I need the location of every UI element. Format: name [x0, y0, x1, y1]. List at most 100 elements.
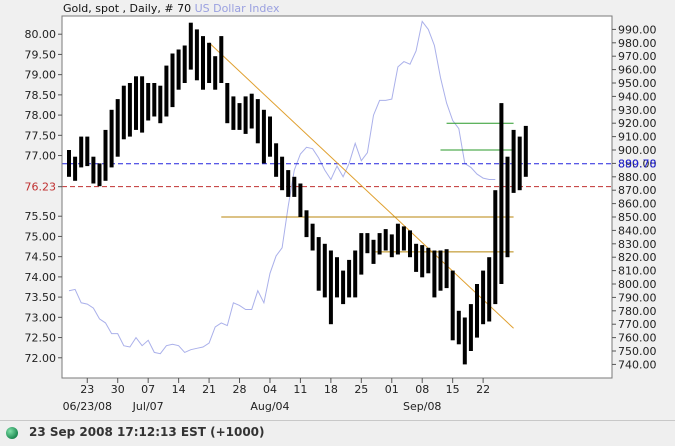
price-bar	[201, 36, 205, 90]
status-bar: 23 Sep 2008 17:12:13 EST (+1000)	[0, 420, 675, 446]
plot-content	[62, 20, 612, 365]
x-axis-month-label: Jul/07	[132, 400, 164, 413]
price-bar	[292, 176, 297, 197]
price-bar	[316, 237, 321, 291]
x-axis-day-label: 07	[141, 383, 155, 396]
right-axis-label: 820.00	[618, 251, 657, 264]
x-axis-month-label: 06/23/08	[63, 400, 112, 413]
price-bar	[158, 85, 163, 124]
price-bar	[499, 103, 504, 284]
left-axis-label: 80.00	[25, 28, 57, 41]
price-bar	[493, 190, 498, 305]
price-bar	[182, 45, 187, 83]
x-axis-day-label: 11	[293, 383, 307, 396]
right-axis-label: 940.00	[618, 90, 657, 103]
price-bar	[328, 250, 333, 325]
price-bar	[286, 170, 291, 197]
right-axis-label: 810.00	[618, 265, 657, 278]
left-axis-label: 79.50	[25, 48, 57, 61]
price-bar	[353, 250, 358, 298]
price-bar	[280, 156, 285, 191]
price-bar	[511, 129, 516, 193]
x-axis-day-label: 15	[446, 383, 460, 396]
left-axis-label: 79.00	[25, 69, 57, 82]
price-bar	[255, 99, 260, 144]
price-bar	[176, 49, 181, 90]
series-line-dollar-index	[68, 20, 496, 355]
x-axis-day-label: 14	[172, 383, 186, 396]
price-bar	[243, 96, 248, 134]
left-axis-label: 74.00	[25, 271, 57, 284]
chart-area[interactable]: 72.00 72.50 73.00 73.50 74.00 74.50 75.00 75.50…	[0, 0, 675, 420]
right-axis-label: 980.00	[618, 37, 657, 50]
left-axis-label: 76.23	[25, 181, 57, 194]
left-axis-label: 72.00	[25, 352, 57, 365]
price-bar	[268, 116, 272, 157]
right-axis-label: 780.00	[618, 305, 657, 318]
right-axis-label: 890.00	[618, 157, 657, 170]
right-axis-label: 750.00	[618, 345, 657, 358]
price-bar	[67, 150, 71, 177]
price-bar	[73, 156, 78, 181]
price-bar	[298, 183, 303, 217]
x-axis-day-label: 18	[324, 383, 338, 396]
x-axis-day-label: 21	[202, 383, 216, 396]
price-bar	[389, 234, 394, 258]
connection-status-icon	[6, 427, 18, 439]
left-axis-label: 73.50	[25, 291, 57, 304]
price-bar	[225, 83, 230, 124]
x-axis-day-label: 25	[354, 383, 368, 396]
left-axis-label: 73.00	[25, 311, 57, 324]
right-axis-label: 910.00	[618, 131, 657, 144]
price-bar	[347, 259, 352, 298]
price-bar	[164, 65, 169, 117]
price-bar	[274, 143, 279, 177]
right-axis-current-value: 889.78	[618, 158, 657, 171]
price-bar	[207, 42, 212, 83]
price-bar	[146, 83, 151, 121]
left-axis-label: 77.50	[25, 129, 57, 142]
price-bar	[456, 310, 461, 345]
plot-area	[62, 16, 612, 378]
price-bar	[468, 304, 473, 351]
right-axis-label: 830.00	[618, 238, 657, 251]
price-bar	[134, 76, 138, 130]
right-axis-label: 740.00	[618, 358, 657, 371]
price-bar	[261, 109, 266, 164]
price-bar	[121, 85, 126, 140]
price-bar	[517, 136, 522, 191]
price-bar	[97, 163, 102, 187]
price-bar	[481, 270, 486, 325]
price-bar	[426, 247, 431, 274]
price-bar	[213, 56, 218, 90]
x-axis-month-label: Sep/08	[403, 400, 441, 413]
chart-title: Gold, spot , Daily, # 70 US Dollar Index	[63, 2, 280, 15]
price-bar	[249, 93, 254, 129]
left-axis-label: 77.00	[25, 150, 57, 163]
price-bar	[450, 270, 455, 341]
right-axis-label: 870.00	[618, 184, 657, 197]
price-bar	[487, 257, 492, 322]
price-bar	[377, 233, 382, 255]
price-bar	[194, 29, 199, 81]
price-bar	[365, 233, 370, 254]
right-axis-label: 800.00	[618, 278, 657, 291]
price-bar	[188, 22, 193, 70]
x-axis-day-label: 01	[385, 383, 399, 396]
x-axis-day-label: 22	[476, 383, 490, 396]
price-bar	[371, 239, 376, 264]
right-axis-label: 880.00	[618, 171, 657, 184]
price-bar	[341, 270, 346, 305]
price-bar	[505, 156, 510, 258]
right-axis-label: 850.00	[618, 211, 657, 224]
price-bar	[401, 226, 406, 251]
price-chart[interactable]: 72.00 72.50 73.00 73.50 74.00 74.50 75.00 75.50…	[0, 0, 675, 420]
x-axis-day-label: 28	[233, 383, 247, 396]
right-axis-label: 920.00	[618, 117, 657, 130]
x-axis-month-label: Aug/04	[250, 400, 289, 413]
price-bar	[79, 136, 84, 168]
price-bar	[335, 257, 339, 298]
trend-line-diagonal	[208, 42, 514, 329]
chart-title-overlay: US Dollar Index	[195, 2, 280, 15]
x-axis-day-label: 08	[415, 383, 429, 396]
